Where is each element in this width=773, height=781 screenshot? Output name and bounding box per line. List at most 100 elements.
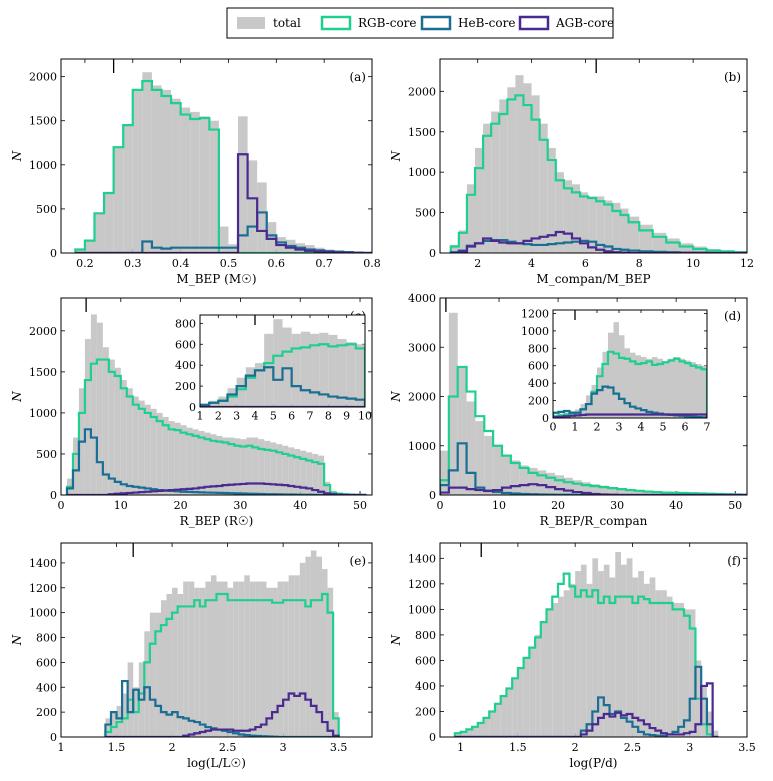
panel-b-total-bar: [555, 172, 564, 253]
panel-d-frame: [439, 297, 748, 496]
panel-f-xtick-label: 1.5: [509, 741, 527, 754]
panel-b-total-bar: [523, 83, 532, 253]
panel-d-total-bar: [457, 366, 467, 495]
panel-d-inset-total-bar: [674, 357, 680, 418]
panel-f-total-bar: [517, 668, 524, 737]
panel-a-total-bar: [209, 120, 219, 253]
panel-f-total-bar: [575, 571, 581, 737]
panel-d-inset-total-bar: [663, 361, 669, 418]
panel-d-inset-xtick-label: 2: [594, 421, 601, 434]
panel-c-inset-xtick-label: 3: [233, 410, 240, 423]
panel-a-ytick-label: 1500: [29, 115, 57, 128]
panel-b-xtick-label: 10: [686, 257, 700, 270]
panel-d-inset-xtick-label: 1: [572, 421, 579, 434]
panel-d-total-bar: [634, 490, 644, 495]
panel-d-inset-total-bar: [624, 348, 630, 418]
panel-d-inset-total-bar: [591, 384, 597, 418]
panel-e-total-bar: [160, 600, 167, 737]
panel-c-inset-xtick-label: 8: [325, 410, 332, 423]
panel-f-ytick-label: 1400: [408, 552, 436, 565]
panel-f-total-bar: [569, 583, 576, 737]
panel-c-total-bar: [198, 430, 205, 495]
panel-c-total-bar: [84, 339, 91, 495]
panel-c-total-bar: [210, 434, 217, 495]
panel-f-total-bar: [506, 688, 513, 737]
panel-c-xtick-label: 40: [293, 499, 307, 512]
panel-d-inset-total-bar: [679, 358, 685, 418]
panel-f-total-bar: [580, 564, 587, 737]
panel-b-total-bar: [596, 196, 605, 253]
panel-d-inset-ytick-label: 0: [542, 412, 549, 425]
panel-c-total-bar: [156, 412, 163, 495]
panel-a-total-bar: [190, 111, 200, 253]
panel-e-total-bar: [249, 581, 256, 737]
panel-c-inset: 1 2 3 4 5 6 7 8 9 10 0 200 400 600 800: [175, 314, 372, 423]
panel-e-xlabel: log(L/L☉): [187, 756, 246, 770]
panel-a-ytick-label: 2000: [29, 71, 57, 84]
panel-c-xtick-label: 50: [353, 499, 367, 512]
panel-c-inset-total-bar: [310, 333, 320, 407]
panel-b-total-bar: [450, 244, 459, 253]
panel-e-histograms: [104, 550, 340, 737]
panel-b-total-bar: [580, 192, 589, 253]
panel-c-total-bar: [150, 408, 157, 495]
panel-d-inset-frame: [552, 309, 708, 419]
panel-d: 0 10 20 30 40 5001000200030004000(d)R_BEP/R_c…: [389, 292, 748, 528]
panel-f-total-bar: [529, 647, 536, 737]
panel-f-ytick-label: 200: [415, 705, 436, 718]
panel-d-total-bar: [484, 435, 494, 495]
panel-d-xtick-label: 50: [728, 499, 742, 512]
panel-f-total-bar: [460, 731, 467, 737]
panel-e-total-bar: [277, 581, 284, 737]
panel-e-total-bar: [266, 587, 273, 737]
panel-c-inset-total-bar: [264, 333, 274, 407]
panel-d-inset-ytick-label: 200: [528, 395, 549, 408]
panel-c-total-bar: [264, 440, 271, 495]
panel-c-ytick-label: 500: [36, 448, 57, 461]
panel-c-inset-total-bar: [355, 344, 365, 407]
panel-f-ytick-label: 800: [415, 629, 436, 642]
panel-c-total-bar: [306, 452, 313, 495]
panel-c-inset-total-bar: [291, 333, 301, 407]
panel-e-total-bar: [316, 556, 323, 737]
panel-e-total-bar: [172, 587, 178, 737]
panel-e-ytick-label: 400: [36, 681, 57, 694]
panel-a-total-bar: [132, 89, 143, 253]
panel-f-total-bar: [592, 558, 599, 737]
panel-d-total-bar: [643, 490, 653, 495]
panel-d-ytick-label: 2000: [408, 391, 436, 404]
panel-c-total-bar: [120, 380, 127, 495]
panel-e-total-bar: [205, 581, 211, 737]
panel-f-total-bar: [557, 596, 564, 737]
panel-a-ylabel: N: [10, 150, 24, 162]
panel-d-inset-ytick-label: 1200: [521, 307, 549, 320]
legend-swatch-heb: [420, 15, 452, 31]
panel-a-xtick-label: 0.6: [268, 257, 286, 270]
legend-label-heb: HeB-core: [458, 16, 515, 30]
panel-c-inset-histograms: [200, 319, 365, 407]
panel-c-total-bar: [240, 439, 247, 495]
panel-d-inset-ytick-label: 600: [528, 360, 549, 373]
panel-c-total-bar: [132, 396, 139, 495]
panel-b-total-bar: [507, 87, 516, 253]
panel-a-total-bar: [123, 125, 133, 253]
panel-d-inset-heb-line: [553, 385, 707, 418]
panel-e-xtick-label: 2: [169, 741, 176, 754]
panel-f-total-bar: [603, 564, 610, 737]
panel-c-total-bar: [246, 437, 253, 495]
panel-b-total-bar: [666, 238, 680, 253]
panel-c-inset-heb-line: [200, 366, 365, 407]
panel-e-total-bar: [144, 631, 150, 737]
panel-f-total-bar: [643, 583, 650, 737]
panel-c-total-bar: [168, 421, 175, 495]
panel-c-total-bar: [318, 455, 325, 495]
panel-f-ytick-label: 600: [415, 654, 436, 667]
legend-swatch-rgb: [320, 15, 352, 31]
panel-e-total-bar: [272, 587, 278, 737]
panel-d-inset-total-bar: [608, 332, 614, 418]
panel-d-ytick-label: 0: [429, 489, 436, 502]
